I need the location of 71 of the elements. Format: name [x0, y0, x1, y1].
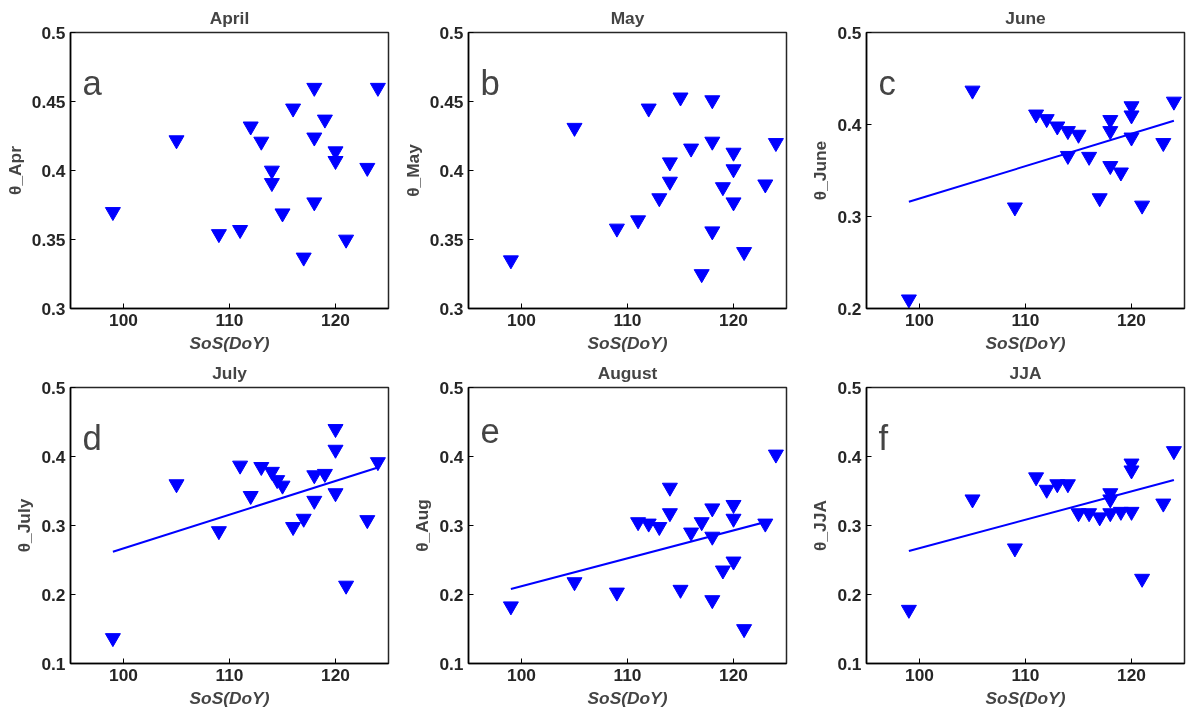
- annotation: a: [82, 63, 103, 102]
- y-axis-title: θ_May: [402, 143, 423, 197]
- annotation: d: [82, 418, 102, 457]
- y-tick-label: 0.3: [837, 206, 862, 227]
- y-tick-label: 0.5: [439, 377, 464, 398]
- y-tick-label: 0.4: [439, 160, 464, 181]
- y-tick-label: 0.5: [41, 22, 66, 43]
- x-axis-title: SoS(DoY): [985, 332, 1066, 353]
- y-tick-label: 0.5: [439, 22, 464, 43]
- chart-title: June: [1005, 7, 1047, 28]
- y-tick-label: 0.3: [439, 298, 464, 319]
- y-tick-label: 0.4: [837, 114, 862, 135]
- x-tick-label: 120: [321, 664, 350, 685]
- x-tick-label: 120: [321, 309, 350, 330]
- y-tick-label: 0.2: [41, 584, 66, 605]
- annotation: c: [878, 63, 896, 102]
- x-tick-label: 110: [1011, 309, 1040, 330]
- x-tick-label: 120: [719, 309, 748, 330]
- y-tick-label: 0.3: [439, 515, 464, 536]
- y-axis-title: θ_Apr: [4, 145, 25, 195]
- x-tick-label: 100: [109, 664, 138, 685]
- y-tick-label: 0.2: [439, 584, 464, 605]
- y-tick-label: 0.4: [837, 446, 862, 467]
- chart-title: August: [597, 362, 658, 383]
- y-tick-label: 0.5: [837, 22, 862, 43]
- y-tick-label: 0.2: [837, 584, 862, 605]
- y-tick-label: 0.4: [41, 446, 66, 467]
- x-axis-title: SoS(DoY): [587, 687, 668, 708]
- x-tick-label: 100: [507, 309, 536, 330]
- x-axis-title: SoS(DoY): [587, 332, 668, 353]
- x-tick-label: 110: [1011, 664, 1040, 685]
- x-tick-label: 100: [507, 664, 536, 685]
- y-tick-label: 0.1: [439, 653, 464, 674]
- y-tick-label: 0.4: [439, 446, 464, 467]
- x-tick-label: 110: [613, 309, 642, 330]
- x-tick-label: 110: [215, 309, 244, 330]
- y-tick-label: 0.45: [31, 91, 66, 112]
- annotation: b: [480, 63, 500, 102]
- x-tick-label: 100: [905, 664, 934, 685]
- x-tick-label: 100: [109, 309, 138, 330]
- y-axis-title: θ_July: [14, 498, 35, 553]
- y-tick-label: 0.3: [41, 298, 66, 319]
- x-tick-label: 120: [1117, 309, 1146, 330]
- y-tick-label: 0.35: [429, 229, 464, 250]
- x-axis-title: SoS(DoY): [985, 687, 1066, 708]
- chart-title: July: [212, 362, 248, 383]
- x-axis-title: SoS(DoY): [189, 687, 270, 708]
- chart-title: JJA: [1009, 362, 1042, 383]
- y-tick-label: 0.45: [429, 91, 464, 112]
- chart-title: April: [209, 7, 250, 28]
- x-tick-label: 120: [1117, 664, 1146, 685]
- x-tick-label: 120: [719, 664, 748, 685]
- y-tick-label: 0.1: [41, 653, 66, 674]
- y-tick-label: 0.3: [41, 515, 66, 536]
- y-tick-label: 0.5: [41, 377, 66, 398]
- y-axis-title: θ_June: [810, 140, 831, 201]
- annotation: f: [878, 418, 889, 457]
- y-axis-title: θ_JJA: [810, 499, 831, 551]
- y-tick-label: 0.1: [837, 653, 862, 674]
- x-tick-label: 110: [613, 664, 642, 685]
- y-tick-label: 0.2: [837, 298, 862, 319]
- x-axis-title: SoS(DoY): [189, 332, 270, 353]
- y-tick-label: 0.4: [41, 160, 66, 181]
- y-tick-label: 0.35: [31, 229, 66, 250]
- x-tick-label: 100: [905, 309, 934, 330]
- chart-title: May: [610, 7, 645, 28]
- y-tick-label: 0.5: [837, 377, 862, 398]
- y-axis-title: θ_Aug: [412, 499, 433, 552]
- y-tick-label: 0.3: [837, 515, 862, 536]
- x-tick-label: 110: [215, 664, 244, 685]
- annotation: e: [480, 411, 500, 450]
